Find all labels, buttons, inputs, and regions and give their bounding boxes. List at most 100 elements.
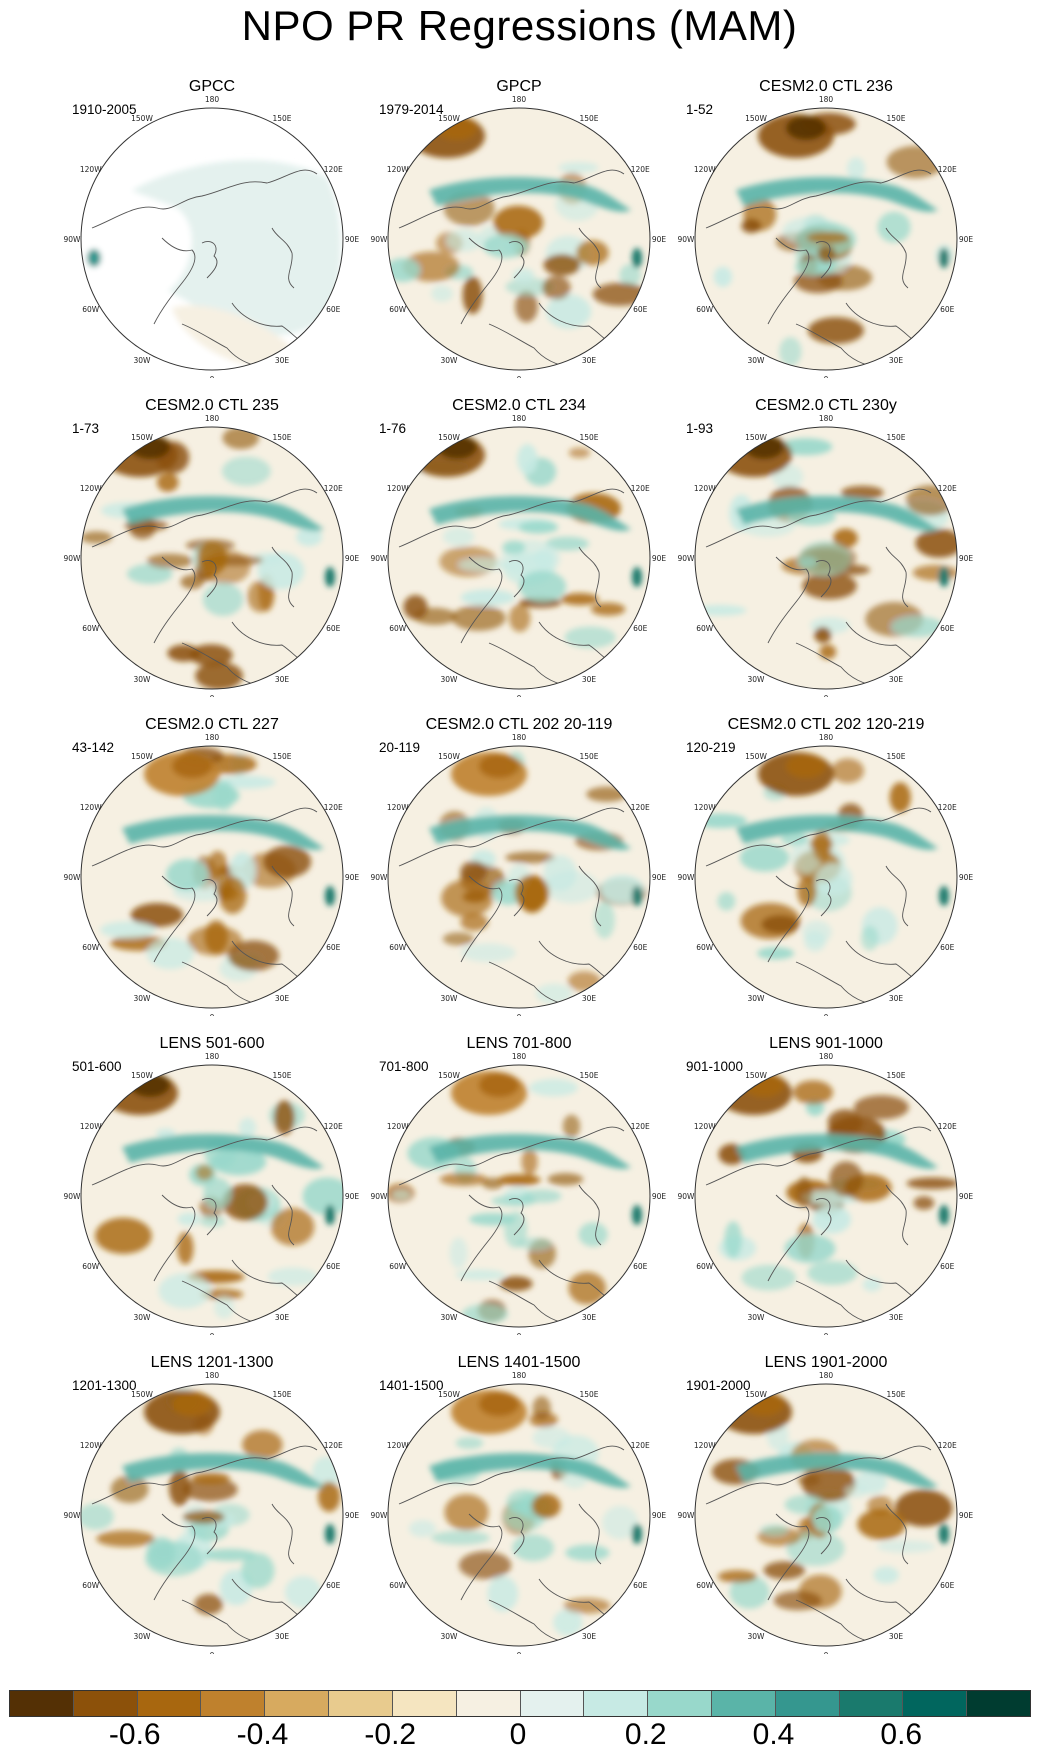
longitude-label: 180	[512, 733, 527, 742]
precip-anomaly	[741, 219, 762, 234]
precip-anomaly	[891, 616, 944, 638]
longitude-label: 0	[517, 375, 522, 378]
longitude-label: 120E	[938, 1122, 957, 1131]
colorbar-box	[73, 1691, 138, 1716]
precip-anomaly	[96, 1530, 155, 1548]
precip-anomaly	[429, 177, 631, 212]
longitude-label: 150W	[438, 752, 460, 761]
longitude-label: 90W	[678, 873, 696, 882]
longitude-label: 30W	[441, 1313, 459, 1322]
longitude-label: 30W	[748, 675, 766, 684]
panel-title: CESM2.0 CTL 230y	[755, 397, 897, 414]
precip-anomaly	[939, 1524, 949, 1544]
precip-anomaly	[257, 552, 305, 590]
map-panel: CESM2.0 CTL 235 1-73 180 150E 120E 90E 60E 30E 0…	[62, 397, 362, 697]
longitude-label: 120E	[631, 1122, 650, 1131]
longitude-label: 90E	[652, 1511, 667, 1520]
precip-anomaly	[203, 1177, 232, 1209]
longitude-label: 60W	[82, 1262, 100, 1271]
longitude-label: 60E	[326, 624, 341, 633]
precip-anomaly	[543, 254, 581, 276]
precip-anomaly	[208, 850, 228, 878]
precip-anomaly	[793, 1080, 834, 1105]
precip-anomaly	[413, 607, 457, 625]
precip-anomaly	[529, 1078, 578, 1097]
coastline	[398, 169, 625, 369]
longitude-label: 120W	[387, 1122, 409, 1131]
longitude-label: 90W	[678, 1511, 696, 1520]
longitude-label: 30E	[582, 994, 597, 1003]
precip-anomaly	[798, 541, 851, 577]
longitude-label: 120E	[324, 484, 343, 493]
precip-anomaly	[886, 145, 945, 179]
precip-anomaly	[873, 1566, 899, 1584]
map-panel: LENS 901-1000 901-1000 180 150E 120E 90E 60E 30…	[676, 1035, 976, 1335]
precip-anomaly	[242, 1430, 283, 1460]
precip-anomaly	[460, 589, 516, 606]
precip-anomaly	[267, 1267, 318, 1286]
panel-title: CESM2.0 CTL 236	[759, 78, 893, 95]
colorbar-box	[839, 1691, 904, 1716]
precip-anomaly	[543, 855, 577, 892]
panel-period: 1910-2005	[72, 102, 137, 117]
precip-anomaly	[860, 925, 879, 951]
precip-anomaly	[831, 758, 865, 784]
longitude-label: 150W	[131, 1071, 153, 1080]
longitude-label: 120E	[631, 484, 650, 493]
colorbar-tick-label: -0.6	[108, 1718, 161, 1751]
precip-anomaly	[429, 815, 631, 850]
panel-period: 1-93	[686, 421, 714, 436]
panel-period: 1-52	[686, 102, 714, 117]
precip-anomaly	[130, 903, 184, 928]
longitude-label: 0	[210, 375, 215, 378]
colorbar-tick-label: 0.6	[880, 1718, 923, 1751]
precip-anomaly	[521, 1148, 538, 1176]
map-panel: LENS 1201-1300 1201-1300 180 150E 120E 90E 60E…	[62, 1354, 362, 1654]
panel-title: LENS 501-600	[159, 1035, 265, 1052]
precip-anomaly	[853, 1095, 909, 1120]
panel-title: CESM2.0 CTL 202 20-119	[425, 716, 613, 733]
longitude-label: 90E	[345, 235, 360, 244]
precip-anomaly	[499, 1276, 533, 1292]
precip-anomaly	[325, 1205, 335, 1225]
precip-anomaly	[632, 1524, 642, 1544]
polar-map: 180 150E 120E 90E 60E 30E 0 30W 60W 90W 120W 150W	[371, 1052, 667, 1335]
precip-anomaly	[177, 1212, 201, 1226]
coastline	[705, 1126, 932, 1326]
precip-anomaly	[197, 541, 228, 575]
precip-anomaly	[146, 553, 193, 569]
longitude-label: 0	[210, 1651, 215, 1654]
precip-anomaly	[156, 472, 179, 492]
precip-anomaly	[780, 832, 809, 846]
precip-anomaly	[441, 879, 494, 917]
precip-anomaly	[263, 845, 312, 878]
precip-anomaly	[145, 1541, 203, 1577]
panel-period: 501-600	[72, 1059, 122, 1074]
longitude-label: 30E	[889, 1632, 904, 1641]
map-border	[694, 426, 958, 690]
longitude-label: 90E	[652, 873, 667, 882]
longitude-label: 150E	[886, 1071, 905, 1080]
precip-anomaly	[817, 245, 836, 263]
precip-anomaly	[695, 813, 747, 829]
longitude-label: 30E	[582, 1632, 597, 1641]
precip-anomaly	[479, 1392, 519, 1416]
longitude-label: 90W	[678, 1192, 696, 1201]
coastline	[705, 169, 932, 369]
map-border	[387, 107, 651, 371]
longitude-label: 30E	[275, 1632, 290, 1641]
longitude-label: 30W	[134, 1313, 152, 1322]
longitude-label: 90E	[345, 1192, 360, 1201]
longitude-label: 30E	[582, 1313, 597, 1322]
longitude-label: 180	[512, 1371, 527, 1380]
map-border	[694, 745, 958, 1009]
longitude-label: 90W	[371, 235, 389, 244]
panel-period: 901-1000	[686, 1059, 744, 1074]
colorbar-tick-label: -0.2	[364, 1718, 417, 1751]
longitude-label: 0	[210, 1332, 215, 1335]
colorbar-tick-label: 0.4	[752, 1718, 795, 1751]
precip-anomaly	[81, 531, 113, 544]
longitude-label: 150E	[272, 433, 291, 442]
panel-period: 1-76	[379, 421, 407, 436]
longitude-label: 90E	[959, 554, 974, 563]
